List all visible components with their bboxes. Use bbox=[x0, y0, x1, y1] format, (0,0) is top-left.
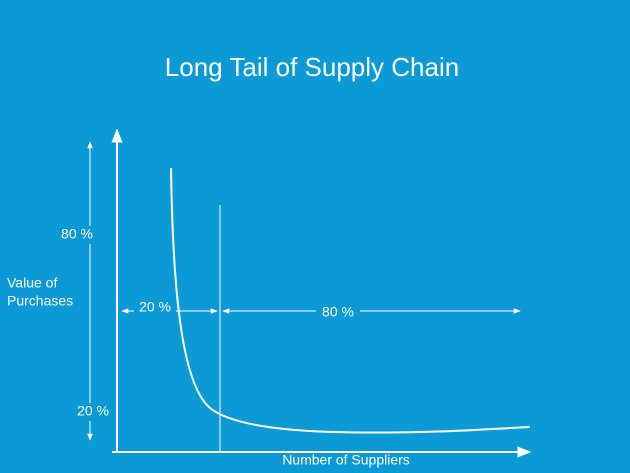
title: Long Tail of Supply Chain bbox=[165, 52, 459, 82]
y-axis-label: Purchases bbox=[7, 293, 73, 309]
top-share: 80 % bbox=[61, 226, 93, 242]
label-gap bbox=[134, 302, 176, 320]
label-gap bbox=[55, 226, 100, 244]
left-share: 20 % bbox=[139, 299, 171, 315]
label-gap bbox=[70, 403, 115, 421]
x-axis-label: Number of Suppliers bbox=[282, 452, 410, 468]
y-axis-label: Value of bbox=[7, 275, 57, 291]
label-gap bbox=[316, 304, 360, 322]
bottom-share: 20 % bbox=[77, 403, 109, 419]
long-tail-curve bbox=[170, 167, 531, 434]
right-share: 80 % bbox=[322, 304, 354, 320]
